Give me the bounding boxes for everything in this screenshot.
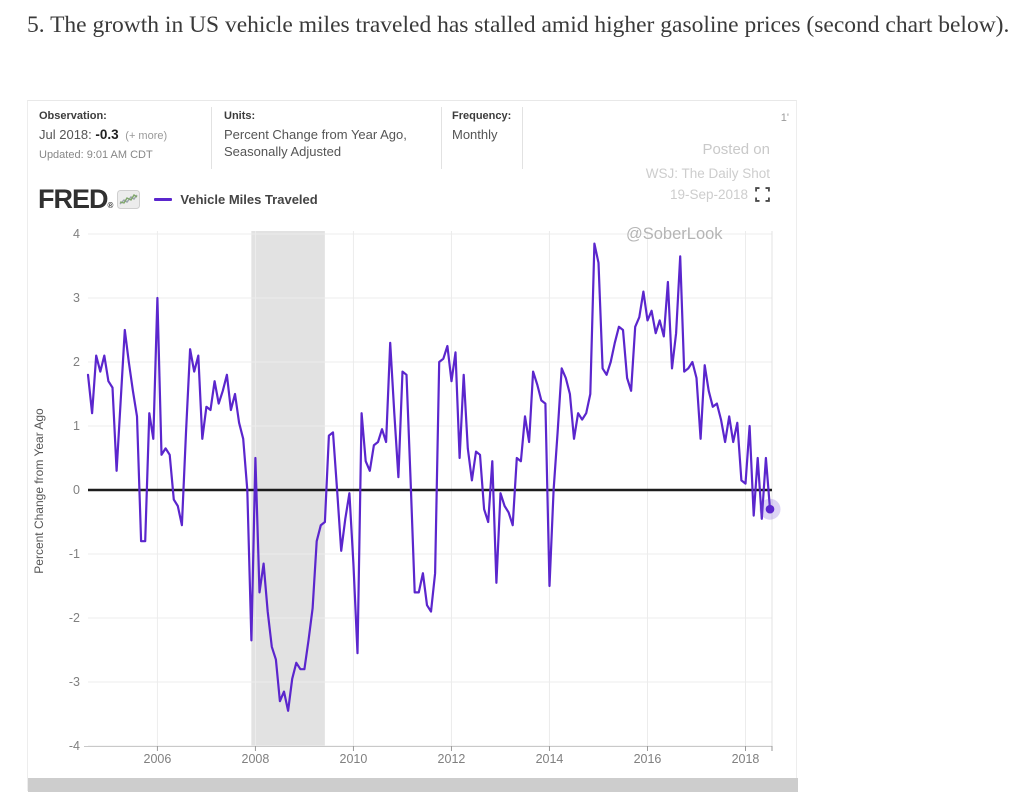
series-legend: Vehicle Miles Traveled <box>154 192 318 207</box>
y-tick-label: 2 <box>73 355 80 369</box>
y-tick-label: 4 <box>73 227 80 241</box>
fullscreen-expand-icon[interactable] <box>755 187 770 202</box>
x-tick-label: 2012 <box>438 752 466 766</box>
source-text: WSJ: The Daily Shot <box>645 166 770 181</box>
frequency-value: Monthly <box>452 127 498 142</box>
observation-label: Observation: <box>39 110 107 122</box>
twitter-handle-watermark: @SoberLook <box>626 225 723 243</box>
y-tick-label: -3 <box>69 675 80 689</box>
y-tick-label: -4 <box>69 739 80 753</box>
legend-line-swatch <box>154 198 173 201</box>
x-tick-label: 2018 <box>732 752 760 766</box>
header-divider <box>211 107 212 169</box>
y-axis-title: Percent Change from Year Ago <box>32 408 46 574</box>
last-observation-dot[interactable] <box>765 504 775 514</box>
posted-on-text: Posted on <box>702 141 770 158</box>
posted-date: 19-Sep-2018 <box>669 187 748 202</box>
units-value: Percent Change from Year Ago, Seasonally… <box>224 127 407 159</box>
fred-chart-panel: Observation: Jul 2018: -0.3 (+ more) Upd… <box>27 100 798 792</box>
corner-clipped-text: 1' <box>780 112 789 124</box>
y-tick-label: 1 <box>73 419 80 433</box>
y-tick-label: 3 <box>73 291 80 305</box>
header-divider <box>441 107 442 169</box>
watermark-block: Posted on WSJ: The Daily Shot 19-Sep-201… <box>646 141 770 202</box>
x-tick-label: 2006 <box>144 752 172 766</box>
x-tick-label: 2016 <box>634 752 662 766</box>
sparkline-chart-icon <box>117 190 141 209</box>
frequency-column: Frequency: Monthly <box>452 110 511 143</box>
x-tick-label: 2014 <box>536 752 564 766</box>
fred-logo[interactable]: FRED® <box>38 184 114 214</box>
units-label: Units: <box>224 110 256 122</box>
x-tick-label: 2008 <box>242 752 270 766</box>
bottom-bar <box>28 778 798 792</box>
brand-row: FRED® Vehicle Miles Traveled <box>38 184 318 215</box>
recession-band <box>251 231 325 746</box>
legend-label: Vehicle Miles Traveled <box>180 192 318 207</box>
more-observations-link[interactable]: (+ more) <box>125 130 168 142</box>
observation-date: Jul 2018: <box>39 127 92 142</box>
y-tick-label: -2 <box>69 611 80 625</box>
observation-value-row: Jul 2018: -0.3 (+ more) <box>39 126 167 145</box>
page-title: 5. The growth in US vehicle miles travel… <box>27 12 1010 38</box>
units-column: Units: Percent Change from Year Ago, Sea… <box>224 110 432 160</box>
x-tick-label: 2010 <box>340 752 368 766</box>
observation-value: -0.3 <box>95 127 119 142</box>
frequency-label: Frequency: <box>452 110 512 122</box>
y-tick-label: 0 <box>73 483 80 497</box>
observation-column: Observation: Jul 2018: -0.3 (+ more) Upd… <box>39 110 167 161</box>
y-tick-label: -1 <box>69 547 80 561</box>
header-divider <box>522 107 523 169</box>
time-series-plot[interactable]: 2006 2008 2010 2012 2014 2016 2018 4 3 2 1 0 -1 -2 -3 -… <box>28 226 798 778</box>
registered-trademark: ® <box>107 201 114 210</box>
updated-timestamp: Updated: 9:01 AM CDT <box>39 149 153 161</box>
vmt-series-line <box>86 242 772 712</box>
